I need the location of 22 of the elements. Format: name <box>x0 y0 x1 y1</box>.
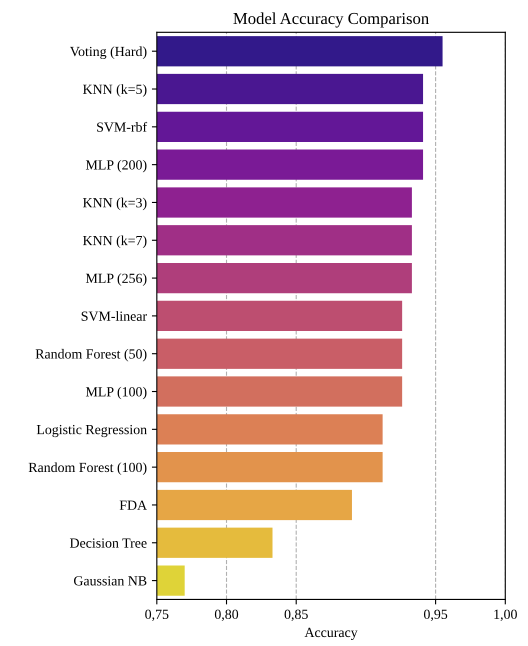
y-tick-label: KNN (k=5) <box>82 84 146 97</box>
y-tick-label: Voting (Hard) <box>70 46 146 60</box>
y-tick-label: Random Forest (50) <box>36 348 146 362</box>
y-tick-label: Random Forest (100) <box>28 462 146 475</box>
x-tick-label: 0,75 <box>145 610 168 621</box>
y-tick-label: MLP (200) <box>86 160 146 172</box>
y-tick-label: KNN (k=3) <box>82 198 146 210</box>
x-tick-label: 0,95 <box>424 610 448 621</box>
y-tick-label: Decision Tree <box>70 538 147 548</box>
x-tick-label: 0,85 <box>284 610 308 621</box>
y-tick-label: MLP (256) <box>86 273 146 286</box>
y-tick-label: Logistic Regression <box>36 424 147 438</box>
chart-title: Model Accuracy Comparison <box>233 12 429 28</box>
x-tick-label: 0,80 <box>214 610 238 621</box>
x-tick-label: 1,00 <box>494 610 517 621</box>
y-tick-label: MLP (100) <box>86 386 146 400</box>
y-tick-label: Gaussian NB <box>74 576 146 586</box>
y-tick-label: FDA <box>120 500 147 510</box>
y-tick-label: KNN (k=7) <box>82 235 146 248</box>
y-tick-label: SVM-linear <box>82 311 147 321</box>
y-tick-label: SVM-rbf <box>97 122 148 132</box>
x-axis-title: Accuracy <box>304 628 358 640</box>
